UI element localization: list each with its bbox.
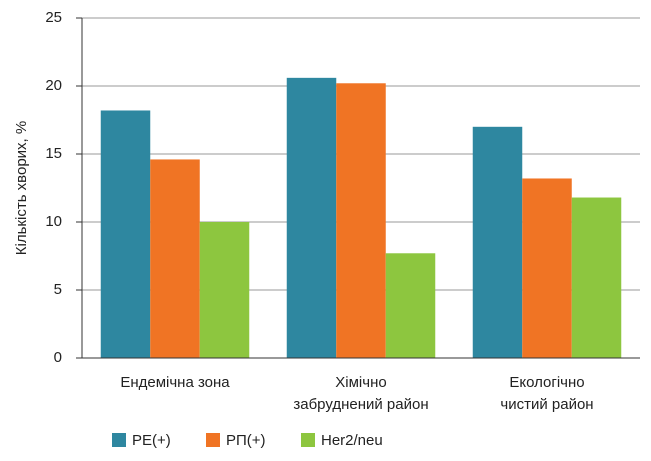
bar [199,222,250,358]
bar [385,253,436,358]
legend-swatch [112,433,126,447]
legend-swatch [301,433,315,447]
y-tick-label: 15 [45,145,62,162]
bar [522,178,572,358]
bar [472,126,523,358]
legend-swatch [206,433,220,447]
y-tick-label: 5 [54,281,62,298]
y-tick-label: 25 [45,9,62,26]
y-tick-label: 0 [54,349,62,366]
bar [150,159,200,358]
y-tick-label: 20 [45,77,62,94]
x-tick-label: Екологічно чистий район [500,374,593,413]
bar [571,197,622,358]
y-tick-label: 10 [45,213,62,230]
x-tick-label: Ендемічна зона [120,374,230,391]
legend-label: PE(+) [132,432,171,449]
bar [336,83,386,358]
bar [286,77,337,358]
bar [100,110,151,358]
legend-label: Her2/neu [321,432,383,449]
y-axis-label: Кількість хворих, % [13,121,30,255]
x-tick-label: Хімічно забруднений район [293,374,428,413]
legend-label: РП(+) [226,432,266,449]
